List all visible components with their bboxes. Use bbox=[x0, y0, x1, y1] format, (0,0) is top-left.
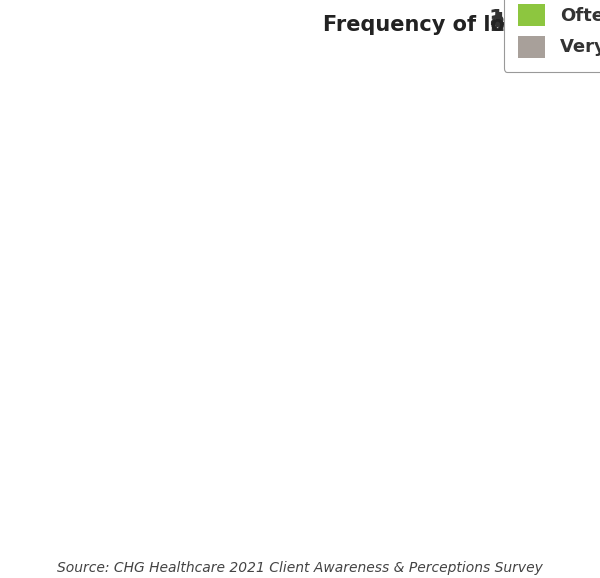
Wedge shape bbox=[537, 21, 557, 41]
Wedge shape bbox=[540, 24, 554, 38]
Wedge shape bbox=[547, 27, 549, 29]
Text: 27%: 27% bbox=[489, 15, 542, 35]
Text: 8%: 8% bbox=[504, 18, 542, 38]
Wedge shape bbox=[534, 18, 560, 44]
Wedge shape bbox=[543, 27, 551, 35]
Text: 49%: 49% bbox=[489, 12, 542, 32]
Wedge shape bbox=[547, 18, 558, 25]
Text: 16%: 16% bbox=[488, 9, 542, 29]
Text: Frequency of locum tenens utilization: Frequency of locum tenens utilization bbox=[323, 16, 600, 35]
Wedge shape bbox=[547, 21, 557, 41]
Text: Source: CHG Healthcare 2021 Client Awareness & Perceptions Survey: Source: CHG Healthcare 2021 Client Aware… bbox=[57, 561, 543, 575]
Wedge shape bbox=[547, 24, 554, 32]
Legend: Rarely, Sometimes, Often, Very often: Rarely, Sometimes, Often, Very often bbox=[504, 0, 600, 72]
